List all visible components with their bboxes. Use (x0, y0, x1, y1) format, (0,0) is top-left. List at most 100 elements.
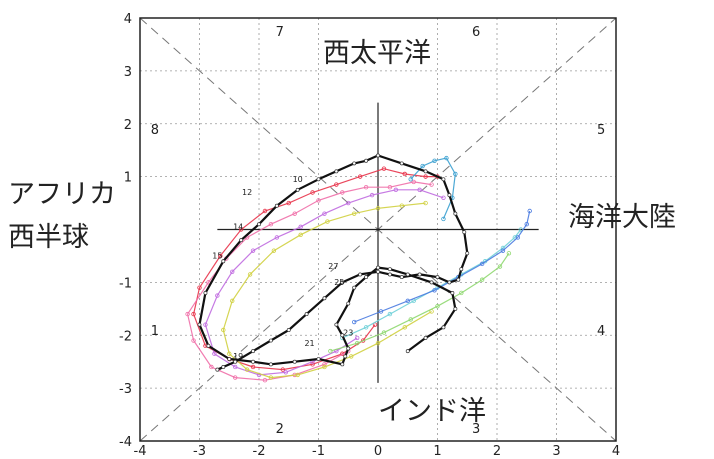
trajectory-point (417, 187, 422, 193)
mean-trajectory-point (295, 187, 300, 192)
day-label: 23 (343, 328, 353, 337)
day-label: 12 (242, 188, 252, 197)
y-tick-label: -1 (119, 276, 132, 291)
trajectory-point (283, 370, 288, 375)
trajectory-point (378, 309, 384, 314)
trajectory-point (515, 235, 521, 240)
trajectory-point (399, 203, 404, 208)
region-label-indian-ocean: インド洋 (378, 396, 486, 427)
plot-frame (139, 17, 617, 442)
mean-trajectory-point (399, 161, 404, 166)
trajectory-point (218, 253, 223, 259)
mean-trajectory-point (268, 362, 273, 367)
y-tick-label: 3 (124, 65, 132, 80)
x-tick-label: -2 (253, 444, 266, 459)
mean-trajectory-point (274, 203, 279, 208)
day-label: 19 (233, 352, 243, 361)
trajectory-point (479, 261, 485, 267)
trajectory-point (230, 269, 235, 274)
trajectory-point (352, 211, 357, 216)
mean-trajectory-point (227, 357, 232, 361)
trajectory-point (238, 227, 244, 232)
x-tick-label: -1 (312, 444, 325, 459)
trajectory-point (325, 219, 330, 224)
y-tick-label: 4 (124, 12, 132, 27)
trajectory-point (381, 166, 387, 171)
trajectory-point (405, 298, 410, 304)
mean-trajectory-point (376, 269, 380, 274)
trajectory-point (247, 272, 253, 277)
region-label-africa: アフリカ (8, 179, 116, 210)
mean-trajectory-point (221, 259, 226, 264)
trajectory-point (221, 327, 226, 333)
trajectory-point (441, 216, 446, 222)
mean-trajectory-point (358, 272, 363, 277)
mean-trajectory: 10 12 14 15 19 21 23 25 27 (197, 153, 470, 372)
trajectory-point (459, 290, 464, 296)
mean-trajectory-point (340, 280, 345, 285)
phase-label: 4 (597, 324, 605, 339)
mean-trajectory-point (352, 285, 357, 290)
mean-trajectory-point (340, 333, 345, 338)
trajectory-point (441, 195, 446, 200)
trajectory-point (274, 235, 280, 240)
trajectory-point (408, 317, 413, 322)
trajectory-point (185, 311, 190, 317)
day-label: 21 (304, 339, 314, 348)
trajectory-point (354, 335, 360, 341)
mean-trajectory-point (334, 322, 339, 327)
mean-trajectory-point (316, 177, 321, 182)
trajectory-point (346, 200, 351, 206)
member-trajectories (185, 155, 532, 383)
trajectory-point (354, 340, 360, 346)
trajectory-point (435, 303, 440, 309)
trajectory-point (340, 190, 345, 195)
trajectory-point (298, 232, 303, 237)
mean-trajectory-point (441, 325, 446, 330)
trajectory-point (286, 200, 291, 206)
trajectory-point (423, 174, 428, 179)
trajectory-point (402, 171, 407, 177)
trajectory-point (215, 293, 220, 298)
mean-trajectory-point (462, 230, 467, 235)
mean-trajectory-point (453, 211, 458, 216)
region-label-west-pacific: 西太平洋 (323, 38, 431, 69)
trajectory-point (444, 155, 449, 161)
trajectory-point (500, 245, 506, 251)
mean-trajectory-point (322, 296, 327, 301)
mean-trajectory-point (340, 362, 345, 367)
mean-trajectory-point (465, 251, 470, 256)
day-label: 27 (328, 262, 338, 271)
mean-trajectory-point (346, 346, 351, 351)
trajectory-point (363, 184, 369, 190)
trajectory-point (363, 325, 369, 330)
x-tick-label: 2 (493, 444, 501, 459)
member-trajectory-line (410, 157, 456, 220)
mean-trajectory-point (441, 177, 446, 182)
trajectory-point (328, 348, 333, 354)
phase-label: 1 (151, 324, 159, 339)
phase-label: 6 (472, 25, 480, 40)
trajectory-point (408, 177, 413, 182)
mean-trajectory-point (399, 275, 404, 280)
trajectory-point (232, 364, 238, 370)
mean-trajectory-point (450, 291, 455, 295)
mean-trajectory-point (364, 158, 369, 163)
region-label-western-hemisphere: 西半球 (8, 222, 89, 253)
trajectory-point (375, 206, 381, 211)
y-tick-label: -4 (119, 435, 132, 450)
mean-trajectory-point (364, 275, 369, 280)
mean-trajectory-point (251, 359, 255, 364)
trajectory-point (479, 277, 485, 282)
x-tick-label: 1 (433, 444, 441, 459)
mean-trajectory-point (376, 153, 380, 158)
trajectory-point (262, 208, 268, 214)
trajectory-point (230, 298, 235, 304)
mean-trajectory-point (447, 280, 452, 285)
x-tick-label: 3 (552, 444, 560, 459)
trajectory-point (298, 224, 303, 230)
trajectory-point (506, 251, 512, 256)
trajectory-point (387, 184, 393, 190)
trajectory-point (411, 179, 416, 185)
